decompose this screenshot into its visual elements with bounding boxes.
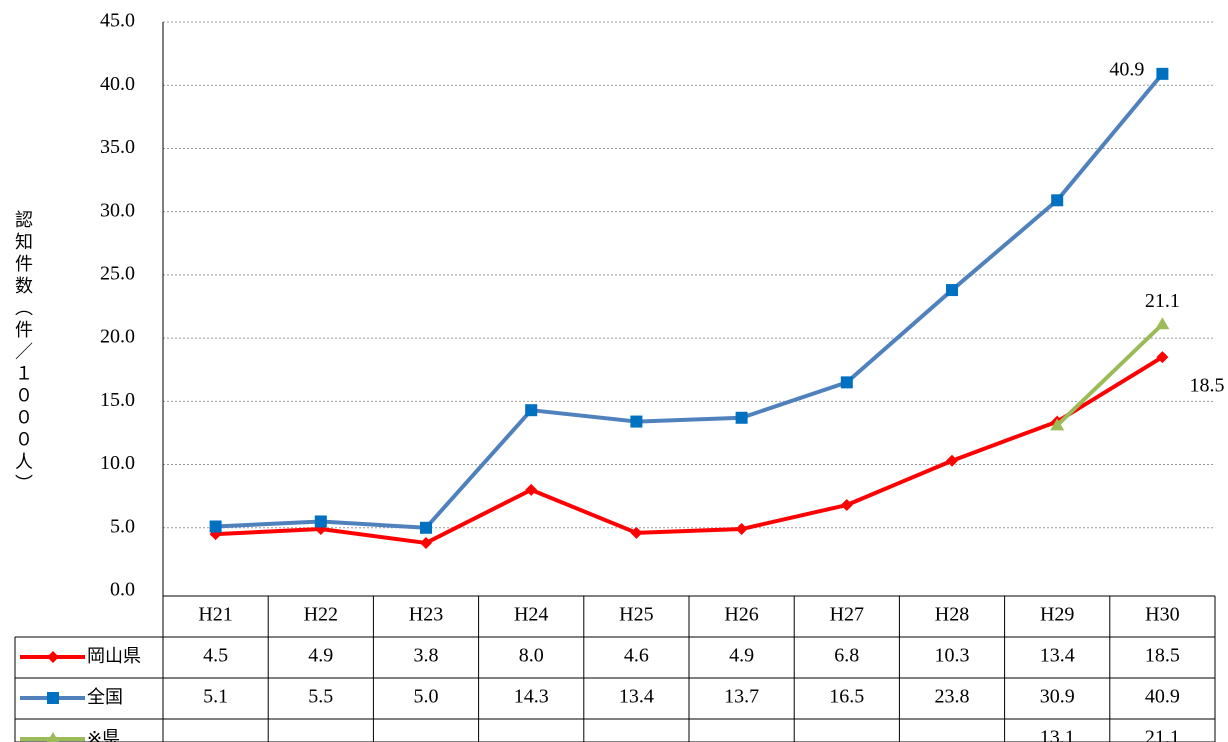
series-line bbox=[215, 72, 1164, 530]
table-value: 16.5 bbox=[829, 686, 864, 708]
data-label: 18.5 bbox=[1190, 375, 1225, 397]
table-value: 14.3 bbox=[514, 686, 549, 708]
table-value: 6.8 bbox=[834, 645, 859, 667]
data-label: 40.9 bbox=[1109, 58, 1144, 80]
table-value: 10.3 bbox=[935, 645, 970, 667]
series-line bbox=[215, 355, 1164, 545]
table-value: 13.4 bbox=[1040, 645, 1075, 667]
point bbox=[1051, 194, 1064, 207]
table-value: 5.5 bbox=[308, 686, 333, 708]
x-tick-label: H26 bbox=[724, 604, 758, 626]
x-tick-label: H28 bbox=[935, 604, 969, 626]
point bbox=[1155, 317, 1170, 330]
y-tick-label: 10.0 bbox=[100, 452, 135, 474]
y-tick-label: 25.0 bbox=[100, 262, 135, 284]
point bbox=[1156, 351, 1169, 364]
y-axis-label: 認知件数（件／１０００人） bbox=[12, 210, 33, 496]
y-tick-label: 15.0 bbox=[100, 389, 135, 411]
point bbox=[1156, 67, 1169, 80]
x-tick-label: H27 bbox=[830, 604, 864, 626]
point bbox=[209, 520, 222, 533]
x-tick-label: H30 bbox=[1145, 604, 1179, 626]
x-tick-label: H21 bbox=[198, 604, 232, 626]
legend-label: 全国 bbox=[87, 687, 123, 708]
legend-marker bbox=[47, 651, 59, 663]
y-tick-label: 35.0 bbox=[100, 136, 135, 158]
x-tick-label: H24 bbox=[514, 604, 548, 626]
y-tick-label: 0.0 bbox=[110, 579, 135, 601]
table-value: 40.9 bbox=[1145, 686, 1180, 708]
point bbox=[1050, 418, 1065, 431]
table-value: 4.9 bbox=[729, 645, 754, 667]
table-value: 4.6 bbox=[624, 645, 649, 667]
point bbox=[946, 284, 958, 297]
point bbox=[420, 536, 432, 549]
table-value: 8.0 bbox=[519, 645, 544, 667]
y-tick-label: 5.0 bbox=[110, 515, 135, 537]
point bbox=[946, 454, 958, 467]
legend-label: 岡山県 bbox=[87, 646, 141, 667]
table-value: 21.1 bbox=[1145, 727, 1180, 742]
table-value: 3.8 bbox=[414, 645, 439, 667]
x-tick-label: H29 bbox=[1040, 604, 1074, 626]
y-tick-label: 45.0 bbox=[100, 10, 135, 32]
legend-label: ※県 bbox=[87, 728, 120, 742]
data-label: 21.1 bbox=[1145, 290, 1180, 312]
table-value: 30.9 bbox=[1040, 686, 1075, 708]
point bbox=[420, 521, 432, 534]
x-tick-label: H22 bbox=[304, 604, 338, 626]
y-tick-label: 40.0 bbox=[100, 73, 135, 95]
point bbox=[525, 483, 538, 496]
table-value: 13.7 bbox=[724, 686, 759, 708]
table-value: 4.9 bbox=[308, 645, 333, 667]
legend-marker bbox=[47, 732, 59, 742]
table-value: 23.8 bbox=[935, 686, 970, 708]
series-line bbox=[1055, 322, 1164, 427]
x-tick-label: H25 bbox=[619, 604, 653, 626]
point bbox=[735, 411, 748, 424]
table-value: 13.4 bbox=[619, 686, 654, 708]
legend-marker bbox=[47, 692, 59, 704]
table-value: 4.5 bbox=[203, 645, 228, 667]
point bbox=[735, 523, 748, 536]
table-value: 18.5 bbox=[1145, 645, 1180, 667]
y-tick-label: 20.0 bbox=[100, 326, 135, 348]
x-tick-label: H23 bbox=[409, 604, 443, 626]
table-value: 5.1 bbox=[203, 686, 228, 708]
table-value: 13.1 bbox=[1040, 727, 1075, 742]
point bbox=[630, 415, 643, 428]
point bbox=[840, 499, 853, 512]
y-tick-label: 30.0 bbox=[100, 199, 135, 221]
table-value: 5.0 bbox=[414, 686, 439, 708]
point bbox=[525, 404, 538, 417]
point bbox=[840, 376, 853, 389]
point bbox=[314, 515, 327, 528]
point bbox=[630, 526, 643, 539]
